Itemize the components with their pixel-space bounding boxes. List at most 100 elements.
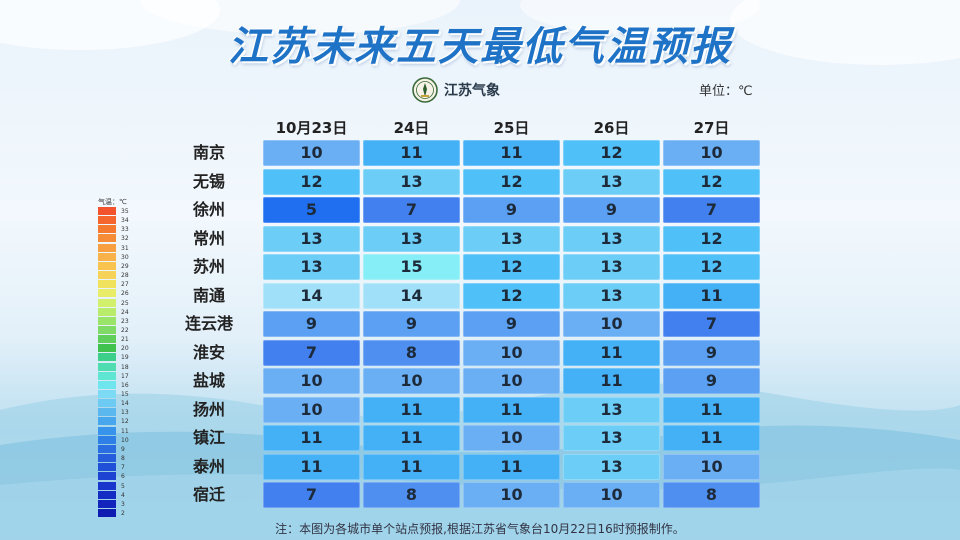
legend-swatch: [98, 207, 116, 215]
temperature-cell: 12: [463, 254, 560, 280]
temperature-cell: 11: [663, 396, 760, 423]
unit-label: 单位：℃: [699, 84, 753, 99]
row-header-city: 徐州: [192, 200, 225, 219]
temperature-cell: 10: [563, 482, 660, 508]
temperature-cell: 12: [463, 168, 560, 195]
temperature-cell: 10: [663, 140, 760, 166]
temperature-cell: 9: [463, 311, 560, 337]
temperature-cell: 13: [563, 254, 660, 280]
temperature-cell: 13: [463, 225, 560, 252]
temperature-cell: 11: [663, 425, 760, 451]
legend-label: 2: [121, 509, 125, 517]
temperature-cell: 11: [363, 396, 460, 423]
temperature-cell: 7: [263, 339, 360, 366]
logo-text: 江苏气象: [444, 83, 500, 99]
legend-swatch: [98, 444, 116, 453]
legend-label: 21: [121, 336, 129, 344]
temperature-cell: 5: [263, 197, 360, 223]
legend-swatch: [98, 435, 116, 444]
temperature-cell: 10: [563, 311, 660, 337]
legend-label: 4: [121, 491, 125, 499]
temperature-cell: 7: [263, 482, 360, 508]
legend-swatch: [98, 234, 116, 243]
legend-swatch: [98, 316, 116, 325]
temperature-cell: 9: [363, 311, 460, 337]
legend-label: 23: [121, 317, 129, 325]
legend-label: 33: [121, 226, 129, 234]
temperature-cell: 10: [463, 368, 560, 394]
page-title: 江苏未来五天最低气温预报: [228, 24, 732, 70]
column-header: 25日: [493, 119, 530, 137]
legend-label: 7: [121, 464, 125, 472]
row-header-city: 泰州: [192, 456, 225, 476]
temperature-cell: 10: [263, 368, 360, 394]
legend-swatch: [98, 426, 116, 435]
legend-swatch: [98, 463, 116, 472]
temperature-cell: 13: [563, 425, 660, 451]
footnote: 注：本图为各城市单个站点预报,根据江苏省气象台10月22日16时预报制作。: [275, 522, 685, 536]
row-header-city: 镇江: [192, 428, 225, 447]
legend-label: 29: [121, 262, 129, 270]
temperature-cell: 10: [263, 396, 360, 423]
temperature-cell: 14: [363, 282, 460, 309]
column-header: 24日: [393, 119, 430, 137]
legend-swatch: [98, 481, 116, 490]
legend-swatch: [98, 408, 116, 417]
temperature-cell: 8: [663, 482, 760, 508]
legend-label: 13: [121, 409, 129, 417]
legend-swatch: [98, 325, 116, 334]
legend-swatch: [98, 371, 116, 380]
temperature-cell: 13: [563, 396, 660, 423]
temperature-cell: 13: [263, 254, 360, 280]
row-header-city: 连云港: [184, 314, 233, 333]
legend-label: 18: [121, 363, 129, 371]
row-header-city: 苏州: [192, 257, 225, 276]
legend-label: 14: [121, 400, 129, 408]
legend-title: 气温：℃: [98, 198, 127, 206]
legend-swatch: [98, 335, 116, 344]
row-header-city: 南京: [192, 143, 225, 162]
legend-label: 26: [121, 290, 129, 298]
legend-label: 5: [121, 482, 125, 490]
legend-swatch: [98, 216, 116, 225]
temperature-cell: 9: [663, 368, 760, 394]
legend-label: 30: [121, 253, 129, 261]
row-header-city: 南通: [192, 285, 225, 305]
temperature-cell: 13: [363, 225, 460, 252]
legend-swatch: [98, 243, 116, 252]
row-header-city: 无锡: [192, 171, 225, 191]
temperature-cell: 13: [363, 168, 460, 195]
temperature-cell: 10: [463, 482, 560, 508]
temperature-cell: 9: [663, 339, 760, 366]
legend-label: 16: [121, 381, 129, 389]
legend-label: 22: [121, 326, 129, 334]
temperature-cell: 11: [263, 453, 360, 480]
column-header: 10月23日: [275, 119, 348, 137]
legend-swatch: [98, 353, 116, 362]
legend-swatch: [98, 271, 116, 280]
row-header-city: 扬州: [192, 399, 225, 419]
temperature-cell: 11: [463, 396, 560, 423]
temperature-cell: 11: [563, 339, 660, 366]
temperature-cell: 12: [463, 282, 560, 309]
legend-swatch: [98, 261, 116, 270]
temperature-cell: 10: [463, 425, 560, 451]
temperature-cell: 11: [463, 453, 560, 480]
legend-swatch: [98, 508, 116, 517]
legend-swatch: [98, 417, 116, 426]
temperature-cell: 11: [463, 140, 560, 166]
temperature-cell: 10: [663, 453, 760, 480]
legend-swatch: [98, 280, 116, 289]
legend-swatch: [98, 390, 116, 398]
legend-swatch: [98, 380, 116, 389]
legend-label: 19: [121, 354, 129, 362]
temperature-cell: 12: [663, 168, 760, 195]
temperature-cell: 7: [663, 311, 760, 337]
temperature-cell: 12: [563, 140, 660, 166]
legend-label: 35: [121, 208, 129, 215]
temperature-cell: 13: [563, 225, 660, 252]
legend-label: 32: [121, 235, 129, 243]
temperature-cell: 8: [363, 339, 460, 366]
temperature-cell: 9: [463, 197, 560, 223]
temperature-cell: 10: [263, 140, 360, 166]
